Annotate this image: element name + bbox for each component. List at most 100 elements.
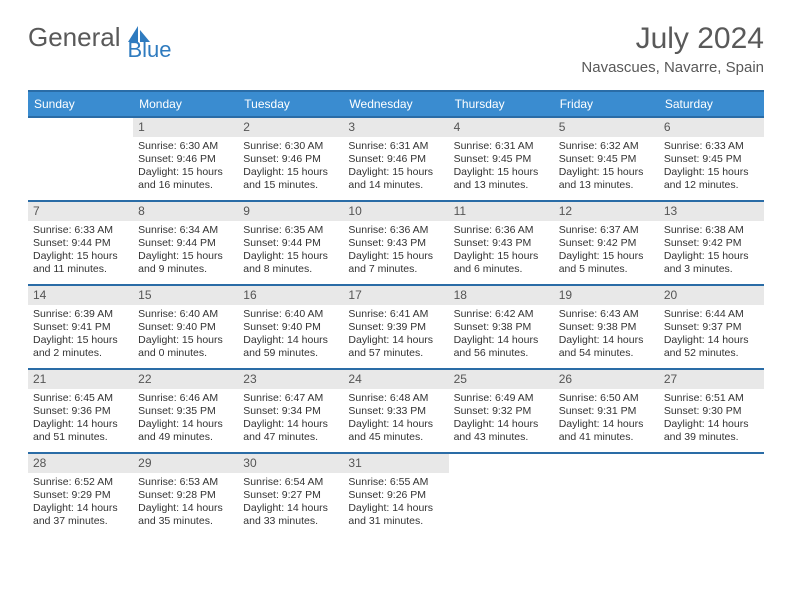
daylight-text-2: and 59 minutes.	[243, 347, 338, 360]
day-cell: 16Sunrise: 6:40 AMSunset: 9:40 PMDayligh…	[238, 286, 343, 368]
day-number: 18	[449, 286, 554, 305]
day-cell: 24Sunrise: 6:48 AMSunset: 9:33 PMDayligh…	[343, 370, 448, 452]
daylight-text-1: Daylight: 14 hours	[33, 502, 128, 515]
sunrise-text: Sunrise: 6:41 AM	[348, 308, 443, 321]
daylight-text-2: and 3 minutes.	[664, 263, 759, 276]
day-cell: 20Sunrise: 6:44 AMSunset: 9:37 PMDayligh…	[659, 286, 764, 368]
day-number: 6	[659, 118, 764, 137]
day-number: 11	[449, 202, 554, 221]
daylight-text-1: Daylight: 14 hours	[138, 418, 233, 431]
daylight-text-1: Daylight: 14 hours	[559, 334, 654, 347]
sunset-text: Sunset: 9:44 PM	[33, 237, 128, 250]
day-cell: 10Sunrise: 6:36 AMSunset: 9:43 PMDayligh…	[343, 202, 448, 284]
daylight-text-1: Daylight: 14 hours	[243, 502, 338, 515]
day-cell: 23Sunrise: 6:47 AMSunset: 9:34 PMDayligh…	[238, 370, 343, 452]
day-cell: 25Sunrise: 6:49 AMSunset: 9:32 PMDayligh…	[449, 370, 554, 452]
sunset-text: Sunset: 9:35 PM	[138, 405, 233, 418]
sunset-text: Sunset: 9:42 PM	[559, 237, 654, 250]
daylight-text-2: and 56 minutes.	[454, 347, 549, 360]
daylight-text-1: Daylight: 15 hours	[664, 166, 759, 179]
daylight-text-1: Daylight: 15 hours	[559, 166, 654, 179]
sunrise-text: Sunrise: 6:50 AM	[559, 392, 654, 405]
daylight-text-2: and 39 minutes.	[664, 431, 759, 444]
daylight-text-2: and 14 minutes.	[348, 179, 443, 192]
sunset-text: Sunset: 9:28 PM	[138, 489, 233, 502]
daylight-text-1: Daylight: 15 hours	[664, 250, 759, 263]
weekday-header: Tuesday	[238, 92, 343, 116]
day-number: 16	[238, 286, 343, 305]
daylight-text-1: Daylight: 14 hours	[348, 502, 443, 515]
daylight-text-1: Daylight: 15 hours	[454, 250, 549, 263]
weekday-header: Thursday	[449, 92, 554, 116]
day-cell: 27Sunrise: 6:51 AMSunset: 9:30 PMDayligh…	[659, 370, 764, 452]
sunrise-text: Sunrise: 6:34 AM	[138, 224, 233, 237]
day-number: 21	[28, 370, 133, 389]
daylight-text-1: Daylight: 14 hours	[138, 502, 233, 515]
sunset-text: Sunset: 9:46 PM	[138, 153, 233, 166]
daylight-text-2: and 13 minutes.	[454, 179, 549, 192]
week-row: 14Sunrise: 6:39 AMSunset: 9:41 PMDayligh…	[28, 284, 764, 368]
day-cell: 6Sunrise: 6:33 AMSunset: 9:45 PMDaylight…	[659, 118, 764, 200]
daylight-text-1: Daylight: 15 hours	[138, 334, 233, 347]
daylight-text-1: Daylight: 15 hours	[33, 250, 128, 263]
day-number: 13	[659, 202, 764, 221]
sunset-text: Sunset: 9:29 PM	[33, 489, 128, 502]
sunset-text: Sunset: 9:34 PM	[243, 405, 338, 418]
weekday-header: Wednesday	[343, 92, 448, 116]
sunset-text: Sunset: 9:37 PM	[664, 321, 759, 334]
daylight-text-2: and 57 minutes.	[348, 347, 443, 360]
day-number: 25	[449, 370, 554, 389]
sunrise-text: Sunrise: 6:33 AM	[33, 224, 128, 237]
sunrise-text: Sunrise: 6:48 AM	[348, 392, 443, 405]
sunrise-text: Sunrise: 6:30 AM	[243, 140, 338, 153]
day-number: 27	[659, 370, 764, 389]
daylight-text-2: and 0 minutes.	[138, 347, 233, 360]
logo: General Blue	[28, 22, 198, 53]
sunrise-text: Sunrise: 6:45 AM	[33, 392, 128, 405]
day-cell: 17Sunrise: 6:41 AMSunset: 9:39 PMDayligh…	[343, 286, 448, 368]
day-cell: 28Sunrise: 6:52 AMSunset: 9:29 PMDayligh…	[28, 454, 133, 536]
day-number: 31	[343, 454, 448, 473]
daylight-text-1: Daylight: 15 hours	[348, 166, 443, 179]
day-cell	[659, 454, 764, 536]
calendar: SundayMondayTuesdayWednesdayThursdayFrid…	[28, 90, 764, 536]
day-number: 3	[343, 118, 448, 137]
day-number: 24	[343, 370, 448, 389]
week-row: 1Sunrise: 6:30 AMSunset: 9:46 PMDaylight…	[28, 116, 764, 200]
sunrise-text: Sunrise: 6:32 AM	[559, 140, 654, 153]
sunrise-text: Sunrise: 6:47 AM	[243, 392, 338, 405]
sunset-text: Sunset: 9:44 PM	[138, 237, 233, 250]
daylight-text-2: and 7 minutes.	[348, 263, 443, 276]
logo-text-general: General	[28, 22, 121, 53]
logo-text-blue: Blue	[128, 37, 172, 63]
sunset-text: Sunset: 9:43 PM	[348, 237, 443, 250]
location-text: Navascues, Navarre, Spain	[581, 59, 764, 76]
sunset-text: Sunset: 9:40 PM	[243, 321, 338, 334]
day-cell: 18Sunrise: 6:42 AMSunset: 9:38 PMDayligh…	[449, 286, 554, 368]
daylight-text-2: and 51 minutes.	[33, 431, 128, 444]
day-cell	[449, 454, 554, 536]
daylight-text-1: Daylight: 14 hours	[454, 334, 549, 347]
sunset-text: Sunset: 9:33 PM	[348, 405, 443, 418]
day-cell: 19Sunrise: 6:43 AMSunset: 9:38 PMDayligh…	[554, 286, 659, 368]
sunset-text: Sunset: 9:38 PM	[454, 321, 549, 334]
sunrise-text: Sunrise: 6:36 AM	[454, 224, 549, 237]
day-cell: 7Sunrise: 6:33 AMSunset: 9:44 PMDaylight…	[28, 202, 133, 284]
daylight-text-2: and 47 minutes.	[243, 431, 338, 444]
daylight-text-2: and 52 minutes.	[664, 347, 759, 360]
day-number: 1	[133, 118, 238, 137]
day-cell: 30Sunrise: 6:54 AMSunset: 9:27 PMDayligh…	[238, 454, 343, 536]
day-number: 8	[133, 202, 238, 221]
sunset-text: Sunset: 9:46 PM	[243, 153, 338, 166]
daylight-text-1: Daylight: 14 hours	[454, 418, 549, 431]
daylight-text-2: and 12 minutes.	[664, 179, 759, 192]
day-cell: 12Sunrise: 6:37 AMSunset: 9:42 PMDayligh…	[554, 202, 659, 284]
weekday-header: Sunday	[28, 92, 133, 116]
daylight-text-1: Daylight: 14 hours	[559, 418, 654, 431]
day-cell: 26Sunrise: 6:50 AMSunset: 9:31 PMDayligh…	[554, 370, 659, 452]
weekday-header-row: SundayMondayTuesdayWednesdayThursdayFrid…	[28, 90, 764, 116]
sunrise-text: Sunrise: 6:52 AM	[33, 476, 128, 489]
day-cell: 1Sunrise: 6:30 AMSunset: 9:46 PMDaylight…	[133, 118, 238, 200]
day-number: 20	[659, 286, 764, 305]
sunrise-text: Sunrise: 6:38 AM	[664, 224, 759, 237]
